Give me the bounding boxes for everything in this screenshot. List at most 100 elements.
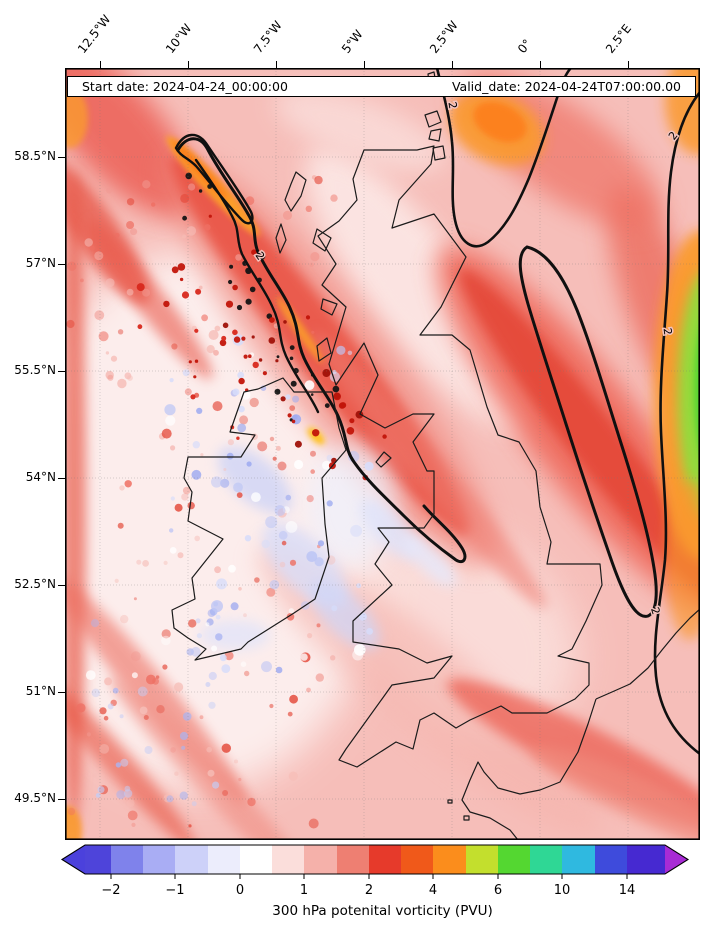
pv-speckle-blob bbox=[241, 336, 246, 341]
pv-speckle bbox=[107, 703, 114, 710]
pv-speckle bbox=[307, 633, 313, 639]
pv-speckle bbox=[186, 226, 197, 236]
pv-speckle bbox=[92, 773, 97, 778]
pv-speckle bbox=[247, 797, 256, 807]
pv-speckle-blob bbox=[382, 434, 387, 439]
pv-speckle bbox=[120, 614, 129, 624]
pv-speckle bbox=[180, 193, 190, 203]
left-axis-tick bbox=[58, 264, 65, 265]
pv-speckle bbox=[179, 731, 189, 741]
pv-speckle-blob bbox=[289, 356, 294, 361]
pv-speckle bbox=[152, 677, 160, 685]
colorbar-band bbox=[595, 845, 627, 874]
pv-field-blob bbox=[65, 806, 82, 840]
pv-speckle bbox=[156, 705, 165, 714]
pv-speckle bbox=[120, 758, 129, 767]
pv-speckle-blob bbox=[222, 322, 229, 329]
start-date-label: Start date: 2024-04-24_00:00:00 bbox=[82, 79, 288, 94]
pv-speckle bbox=[207, 609, 216, 617]
colorbar-band bbox=[272, 845, 304, 874]
pv-speckle bbox=[285, 494, 292, 501]
pv-field-blob bbox=[473, 101, 527, 143]
pv-speckle bbox=[219, 654, 227, 662]
left-axis-tick-label: 51°N bbox=[25, 684, 56, 698]
pv-field-blob bbox=[87, 220, 213, 380]
colorbar-tick-label: −1 bbox=[165, 883, 184, 898]
left-axis-tick-label: 57°N bbox=[25, 256, 56, 270]
top-axis-tick-label: 2.5°E bbox=[602, 21, 635, 57]
contour-right-edge bbox=[653, 90, 700, 756]
pv-field-blob bbox=[459, 268, 700, 602]
colorbar-tick-label: −2 bbox=[101, 883, 120, 898]
pv-speckle bbox=[285, 394, 291, 400]
pv-speckle bbox=[269, 436, 275, 442]
pv-speckle-blob bbox=[258, 358, 263, 362]
top-axis-tick-label: 7.5°W bbox=[250, 18, 285, 56]
pv-speckle bbox=[133, 597, 137, 601]
colorbar-band bbox=[240, 845, 272, 874]
pv-speckle bbox=[117, 378, 127, 389]
pv-speckle bbox=[196, 407, 203, 414]
pv-speckle bbox=[316, 623, 321, 628]
pv-speckle bbox=[104, 677, 113, 686]
pv-speckle bbox=[182, 234, 187, 239]
pv-speckle bbox=[76, 703, 86, 713]
pv-speckle-blob bbox=[233, 336, 241, 343]
pv-speckle bbox=[199, 715, 204, 720]
pv-speckle bbox=[105, 278, 115, 288]
pv-speckle-blob bbox=[136, 283, 145, 292]
pv-speckle bbox=[181, 493, 189, 501]
pv-speckle bbox=[216, 578, 228, 590]
pv-speckle bbox=[212, 401, 223, 412]
pv-speckle-blob bbox=[340, 402, 347, 409]
left-axis-tick-label: 55.5°N bbox=[14, 363, 56, 377]
contour-label: 2 bbox=[661, 327, 675, 336]
pv-speckle-blob bbox=[333, 392, 342, 401]
pv-speckle bbox=[358, 612, 367, 621]
pv-speckle bbox=[196, 633, 202, 639]
pv-speckle-blob bbox=[198, 189, 203, 193]
pv-speckle bbox=[244, 670, 250, 677]
pv-speckle-blob bbox=[275, 359, 279, 363]
pv-speckle bbox=[269, 703, 274, 709]
pv-speckle bbox=[116, 790, 126, 800]
colorbar-ticks: −2 −1 0 1 2 4 6 10 14 bbox=[101, 874, 635, 898]
pv-speckle bbox=[261, 539, 270, 549]
pv-speckle bbox=[285, 521, 298, 533]
pv-speckle-blob bbox=[322, 369, 331, 377]
pv-speckle bbox=[265, 516, 278, 529]
pv-speckle-blob bbox=[195, 288, 202, 295]
pv-speckle bbox=[232, 388, 240, 396]
pv-speckle bbox=[211, 645, 218, 652]
pv-speckle bbox=[192, 441, 200, 449]
top-axis-tick bbox=[540, 61, 541, 68]
pv-speckle bbox=[221, 743, 231, 753]
pv-field-blob bbox=[310, 580, 380, 650]
coastline-hebrides-uists bbox=[275, 223, 287, 254]
pv-speckle bbox=[310, 450, 316, 457]
top-axis-tick bbox=[452, 61, 453, 68]
pv-speckle bbox=[289, 694, 298, 704]
colorbar-tick-label: 1 bbox=[300, 883, 308, 898]
pv-speckle bbox=[94, 251, 104, 261]
pv-speckle bbox=[228, 564, 236, 573]
pv-speckle bbox=[169, 528, 174, 533]
pv-speckle bbox=[184, 388, 192, 396]
left-axis-tick bbox=[58, 157, 65, 158]
contour-front-main bbox=[176, 137, 467, 564]
pv-speckle bbox=[124, 372, 132, 380]
pv-speckle-blob bbox=[276, 355, 280, 359]
pv-speckle bbox=[142, 180, 151, 189]
pv-speckle-blob bbox=[312, 429, 320, 437]
pv-speckle-blob bbox=[232, 329, 238, 336]
coastline-ireland bbox=[171, 377, 347, 661]
top-axis-tick bbox=[628, 61, 629, 68]
pv-speckle bbox=[350, 524, 363, 537]
pv-speckle bbox=[214, 566, 222, 574]
pv-speckle bbox=[322, 460, 331, 470]
pv-speckle bbox=[243, 613, 247, 618]
pv-speckle-blob bbox=[194, 359, 199, 363]
coastline-isle-of-man bbox=[375, 451, 392, 468]
pv-speckle bbox=[99, 744, 110, 754]
left-axis-tick-label: 49.5°N bbox=[14, 791, 56, 805]
